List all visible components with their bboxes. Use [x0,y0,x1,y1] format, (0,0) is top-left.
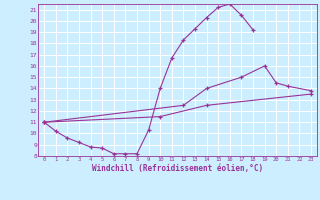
X-axis label: Windchill (Refroidissement éolien,°C): Windchill (Refroidissement éolien,°C) [92,164,263,173]
